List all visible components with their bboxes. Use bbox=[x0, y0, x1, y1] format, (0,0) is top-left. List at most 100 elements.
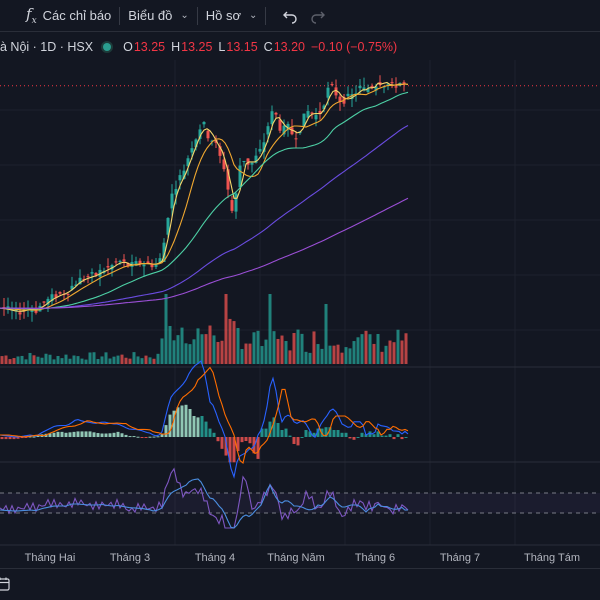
volume-bar bbox=[384, 345, 388, 364]
volume-bar bbox=[80, 358, 84, 364]
volume-bar bbox=[156, 353, 160, 364]
candle-body bbox=[274, 112, 278, 115]
macd-line bbox=[0, 360, 409, 479]
volume-bar bbox=[56, 356, 60, 364]
candle-body bbox=[394, 86, 398, 88]
chart-menu-button[interactable]: Biểu đồ ⌄ bbox=[122, 3, 194, 29]
volume-bar bbox=[4, 355, 8, 364]
volume-bar bbox=[200, 334, 204, 364]
macd-histogram-bar bbox=[108, 433, 112, 437]
candle-body bbox=[78, 277, 82, 285]
volume-bar bbox=[292, 332, 296, 364]
macd-histogram-bar bbox=[348, 437, 352, 439]
macd-histogram-bar bbox=[272, 417, 276, 437]
volume-bar bbox=[336, 344, 340, 364]
macd-histogram-bar bbox=[384, 435, 388, 437]
candle-body bbox=[174, 188, 178, 195]
candle-body bbox=[322, 105, 326, 109]
candle-body bbox=[162, 242, 166, 262]
volume-bar bbox=[316, 344, 320, 364]
candle-body bbox=[302, 113, 306, 127]
volume-bar bbox=[64, 354, 68, 364]
candle-body bbox=[122, 259, 126, 262]
macd-histogram-bar bbox=[404, 437, 408, 438]
volume-bar bbox=[160, 338, 164, 364]
macd-histogram-bar bbox=[252, 437, 256, 454]
chart-menu-label: Biểu đồ bbox=[128, 8, 173, 23]
volume-bar bbox=[240, 349, 244, 364]
macd-histogram-bar bbox=[372, 434, 376, 437]
volume-bar bbox=[100, 356, 104, 364]
macd-histogram-bar bbox=[284, 428, 288, 437]
symbol-title[interactable]: à Nội · 1D · HSX bbox=[0, 40, 94, 54]
bottom-toolbar bbox=[0, 568, 600, 600]
macd-histogram-bar bbox=[328, 427, 332, 437]
macd-signal-line bbox=[0, 366, 409, 464]
candle-body bbox=[166, 217, 170, 235]
volume-bar bbox=[8, 359, 12, 364]
volume-bar bbox=[92, 352, 96, 364]
volume-bar bbox=[24, 359, 28, 364]
macd-histogram-bar bbox=[220, 437, 224, 449]
volume-bar bbox=[324, 304, 328, 364]
volume-bar bbox=[284, 341, 288, 364]
redo-button[interactable] bbox=[304, 3, 332, 29]
volume-bar bbox=[396, 329, 400, 364]
volume-bar bbox=[244, 343, 248, 364]
profile-menu-button[interactable]: Hồ sơ ⌄ bbox=[200, 3, 264, 29]
volume-bar bbox=[172, 340, 176, 364]
volume-bar bbox=[96, 359, 100, 364]
macd-histogram-bar bbox=[312, 432, 316, 437]
candle-body bbox=[202, 121, 206, 125]
macd-histogram-bar bbox=[224, 437, 228, 456]
volume-bar bbox=[268, 294, 272, 364]
volume-bar bbox=[364, 330, 368, 364]
macd-histogram-bar bbox=[120, 433, 124, 437]
volume-bar bbox=[168, 325, 172, 364]
macd-histogram-bar bbox=[248, 437, 252, 444]
macd-histogram-bar bbox=[204, 421, 208, 437]
candle-body bbox=[86, 276, 90, 278]
candle-body bbox=[334, 87, 338, 96]
volume-bar bbox=[124, 357, 128, 364]
candle-body bbox=[74, 284, 78, 287]
candle-body bbox=[230, 200, 234, 211]
ma-mid-line bbox=[0, 91, 409, 310]
candle-body bbox=[30, 309, 34, 312]
candle-body bbox=[90, 272, 94, 274]
undo-button[interactable] bbox=[276, 3, 304, 29]
candle-body bbox=[170, 193, 174, 209]
volume-bar bbox=[256, 330, 260, 364]
macd-histogram-bar bbox=[324, 427, 328, 437]
ma-slow-yellow-line bbox=[0, 83, 409, 311]
open-key: O bbox=[123, 40, 133, 54]
macd-histogram-bar bbox=[112, 432, 116, 437]
macd-histogram-bar bbox=[88, 431, 92, 437]
macd-histogram-bar bbox=[388, 434, 392, 437]
volume-bar bbox=[296, 329, 300, 364]
candle-body bbox=[66, 293, 70, 295]
candle-body bbox=[386, 83, 390, 85]
macd-histogram-bar bbox=[380, 435, 384, 437]
macd-histogram-bar bbox=[124, 434, 128, 437]
macd-histogram-bar bbox=[228, 437, 232, 463]
volume-bar bbox=[192, 339, 196, 364]
volume-bar bbox=[184, 343, 188, 364]
macd-histogram-bar bbox=[152, 436, 156, 438]
candle-body bbox=[282, 125, 286, 135]
macd-histogram-bar bbox=[216, 437, 220, 442]
indicators-button[interactable]: fx Các chỉ báo bbox=[20, 3, 117, 29]
candle-body bbox=[158, 258, 162, 263]
calendar-icon[interactable] bbox=[0, 577, 10, 591]
close-key: C bbox=[263, 40, 273, 54]
volume-bar bbox=[140, 358, 144, 364]
macd-histogram-bar bbox=[336, 430, 340, 437]
macd-histogram-bar bbox=[212, 432, 216, 437]
x-axis-label: Tháng 6 bbox=[354, 552, 396, 564]
macd-histogram-bar bbox=[244, 437, 248, 441]
macd-histogram-bar bbox=[28, 436, 32, 438]
candle-body bbox=[206, 130, 210, 139]
macd-histogram-bar bbox=[396, 434, 400, 437]
macd-histogram-bar bbox=[188, 409, 192, 437]
